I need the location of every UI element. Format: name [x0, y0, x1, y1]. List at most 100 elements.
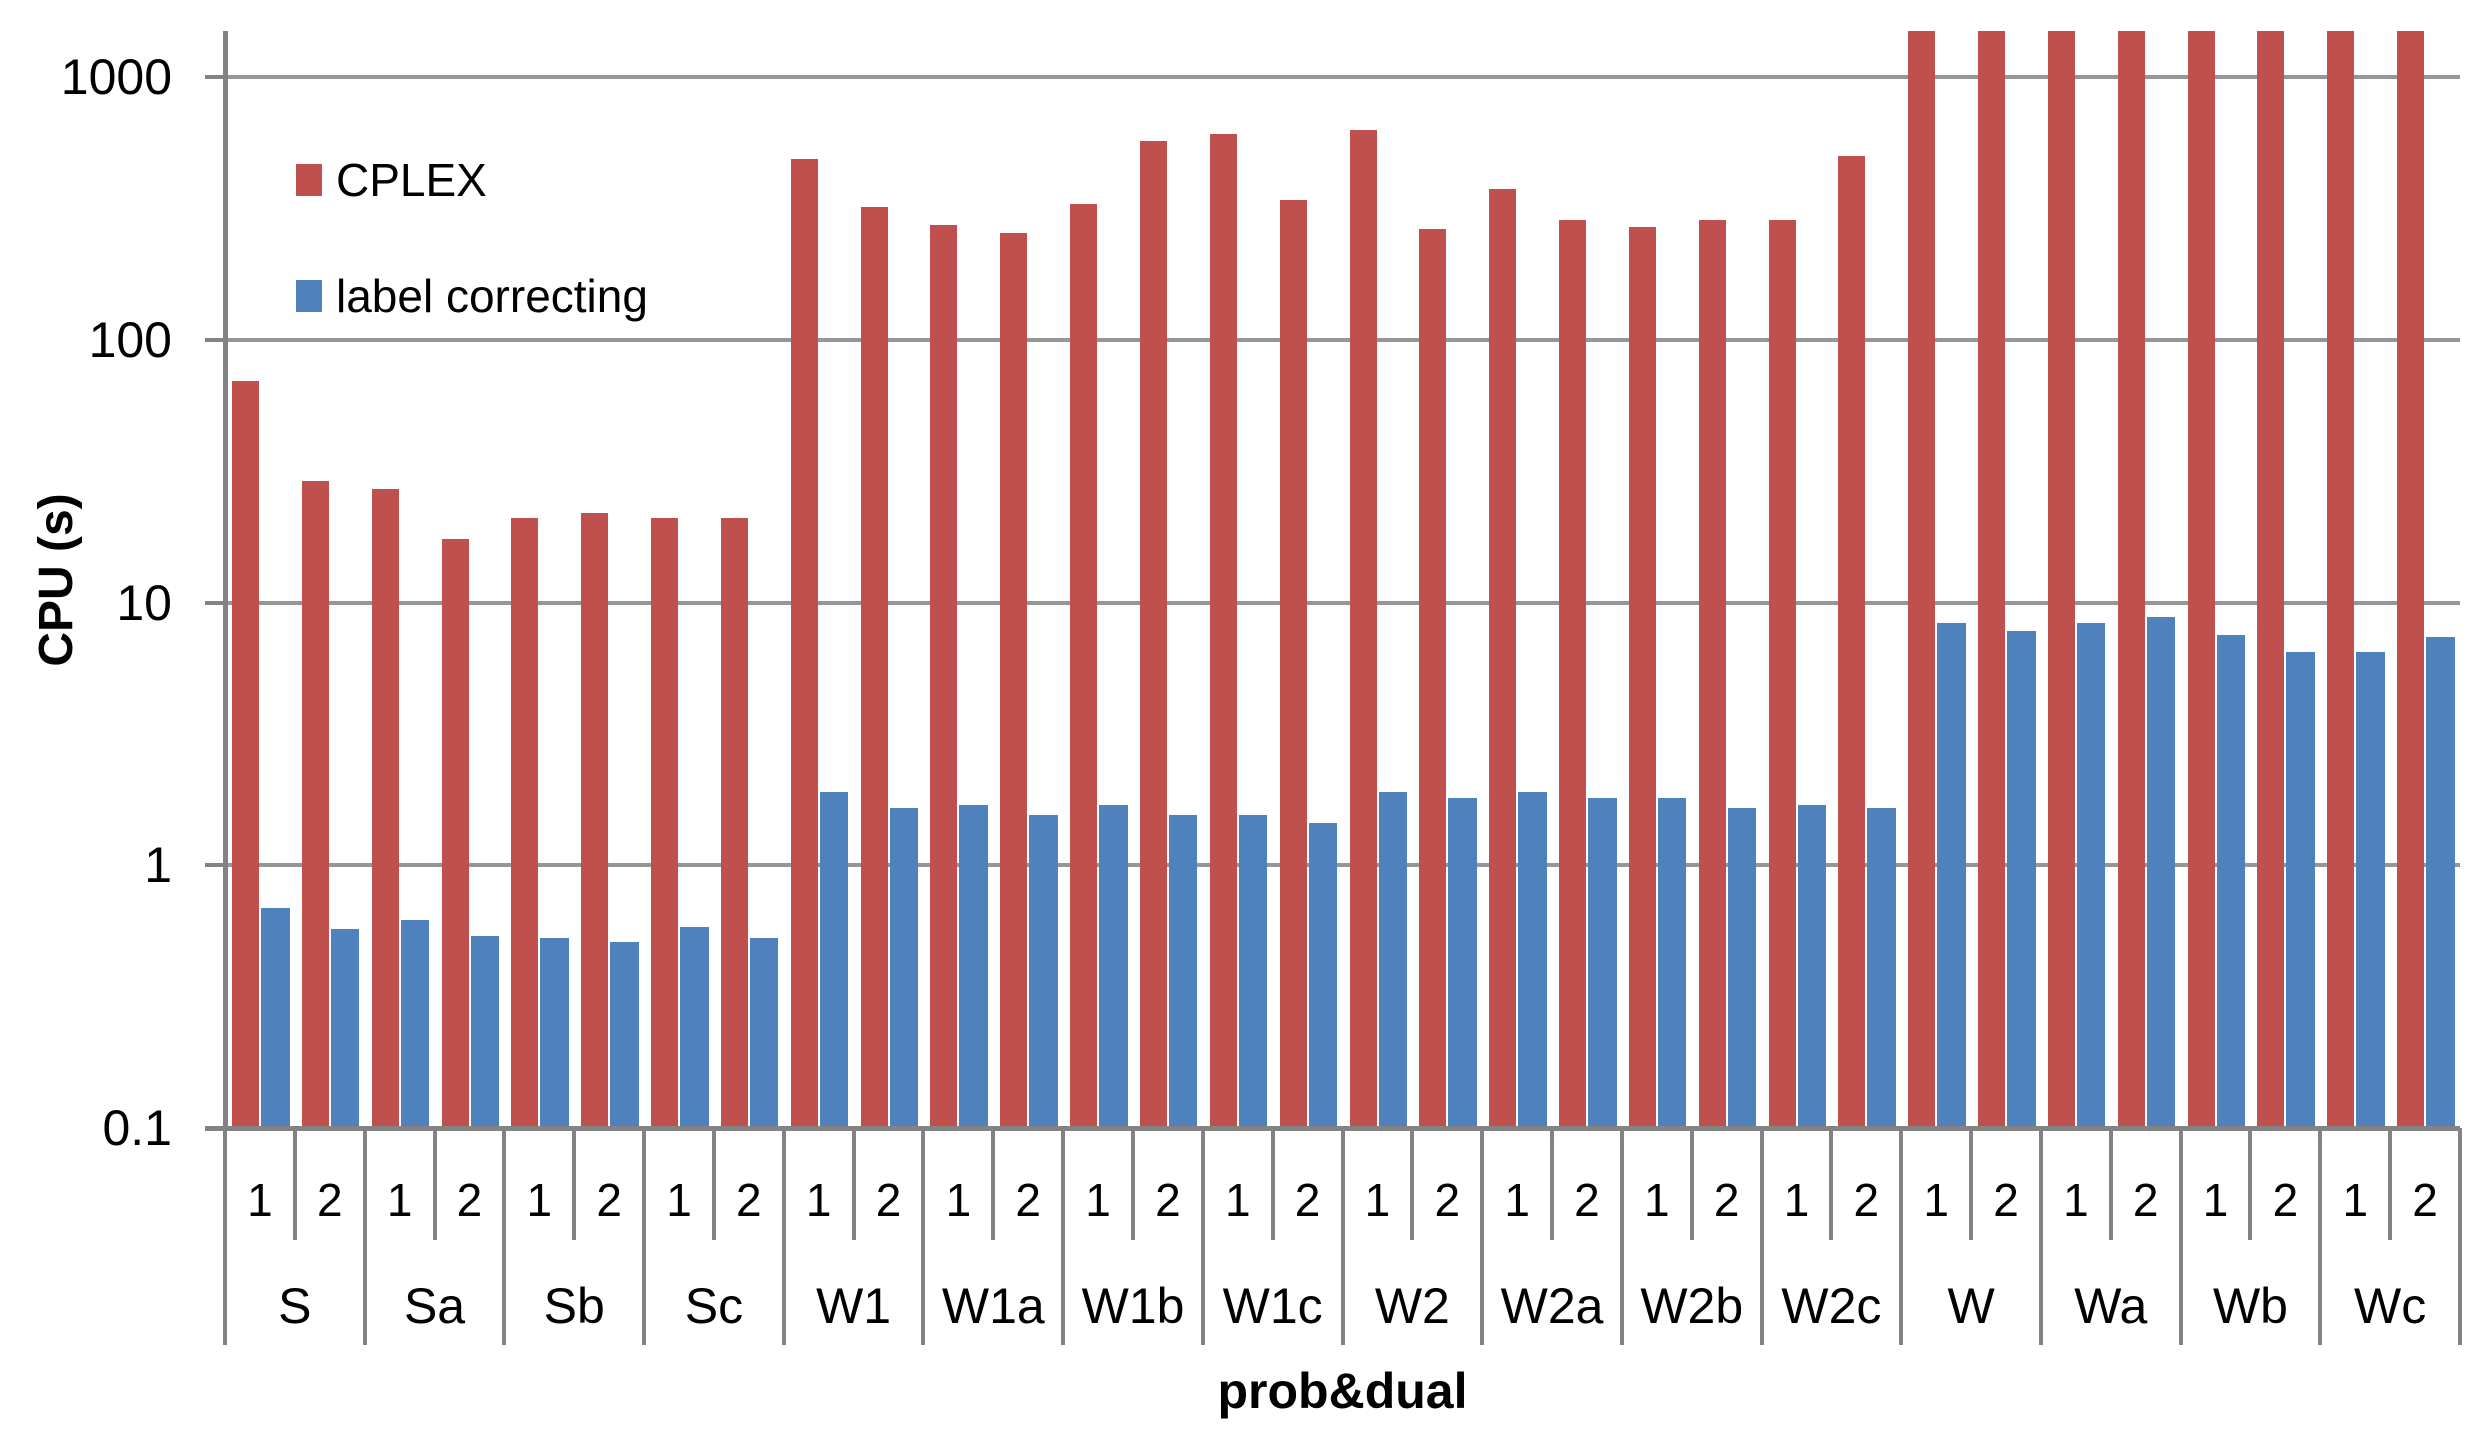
- y-tick-label-0.1: 0.1: [102, 1100, 172, 1156]
- bar-cplex-W1b-2: [1139, 141, 1167, 1128]
- bar-cplex-W2a-1: [1489, 189, 1517, 1128]
- x-sub-label-W1a-1: 1: [945, 1174, 972, 1226]
- bar-label-correcting-W2-1: [1378, 792, 1407, 1128]
- group-divider: [2458, 1128, 2462, 1345]
- x-group-label-W2a: W2a: [1500, 1278, 1604, 1334]
- group-divider: [1480, 1128, 1485, 1345]
- x-sub-label-W1c-2: 2: [1294, 1174, 1321, 1226]
- bar-cplex-W2b-2: [1698, 220, 1726, 1128]
- x-sub-label-W2b-2: 2: [1713, 1174, 1740, 1226]
- bar-label-correcting-Sb-2: [610, 942, 639, 1128]
- x-axis-title: prob&dual: [1217, 1363, 1468, 1419]
- x-sub-label-W2-2: 2: [1434, 1174, 1461, 1226]
- x-sub-label-Sa-1: 1: [386, 1174, 413, 1226]
- group-divider: [223, 1128, 227, 1345]
- bar-cplex-W-1: [1908, 31, 1936, 1128]
- sub-divider: [1130, 1128, 1135, 1240]
- bar-label-correcting-W1-1: [819, 792, 849, 1128]
- sub-divider: [2108, 1128, 2113, 1240]
- group-divider: [1200, 1128, 1205, 1345]
- x-sub-label-W1c-1: 1: [1224, 1174, 1251, 1226]
- bar-label-correcting-W2c-2: [1867, 808, 1896, 1128]
- bar-label-correcting-Sa-1: [400, 919, 430, 1128]
- bar-cplex-W2b-1: [1628, 226, 1656, 1128]
- x-sub-label-W2c-2: 2: [1853, 1174, 1880, 1226]
- bar-cplex-S-2: [301, 481, 329, 1128]
- bar-cplex-Sc-2: [720, 517, 748, 1128]
- bar-cplex-Wa-1: [2047, 31, 2075, 1128]
- bar-cplex-Wc-2: [2397, 31, 2425, 1128]
- bar-label-correcting-W1a-2: [1029, 815, 1058, 1128]
- x-sub-label-Sb-1: 1: [526, 1174, 553, 1226]
- x-sub-label-S-2: 2: [316, 1174, 343, 1226]
- sub-divider: [292, 1128, 297, 1240]
- y-tick-label-10: 10: [116, 574, 172, 631]
- bar-label-correcting-W1c-1: [1238, 815, 1268, 1128]
- group-divider: [1340, 1128, 1345, 1345]
- bar-cplex-Sa-2: [441, 538, 469, 1128]
- group-divider: [502, 1128, 507, 1345]
- x-sub-label-Sa-2: 2: [456, 1174, 483, 1226]
- legend-item-label-correcting: label correcting: [296, 266, 716, 326]
- bar-cplex-Wc-1: [2327, 31, 2355, 1128]
- sub-divider: [1689, 1128, 1694, 1240]
- x-sub-label-W1-2: 2: [875, 1174, 902, 1226]
- x-group-label-W1c: W1c: [1222, 1278, 1323, 1334]
- x-sub-label-Wc-2: 2: [2412, 1174, 2438, 1226]
- x-sub-label-Sc-2: 2: [736, 1174, 762, 1226]
- y-tick-label-1: 1: [144, 837, 172, 894]
- sub-divider: [2248, 1128, 2253, 1240]
- x-group-label-Wb: Wb: [2212, 1278, 2288, 1334]
- bar-label-correcting-Sa-2: [470, 935, 500, 1128]
- x-group-label-S: S: [278, 1278, 312, 1334]
- legend-swatch-cplex-icon: [296, 164, 322, 196]
- bar-label-correcting-W1-2: [889, 808, 919, 1128]
- x-sub-label-W-1: 1: [1923, 1174, 1949, 1226]
- bar-label-correcting-S-1: [261, 907, 290, 1128]
- bar-label-correcting-W-1: [1937, 622, 1966, 1128]
- x-sub-label-W-2: 2: [1993, 1174, 2019, 1226]
- x-sub-label-W1b-2: 2: [1155, 1174, 1181, 1226]
- bar-label-correcting-W1b-2: [1168, 815, 1198, 1128]
- bar-cplex-W1c-2: [1279, 200, 1307, 1128]
- bar-label-correcting-W2a-1: [1518, 792, 1547, 1128]
- x-sub-label-Sc-1: 1: [666, 1174, 692, 1226]
- bar-cplex-Sb-2: [581, 512, 609, 1128]
- gridline-10: [225, 600, 2460, 605]
- x-group-label-Sa: Sa: [403, 1278, 466, 1334]
- legend-label-cplex: CPLEX: [336, 154, 487, 206]
- sub-divider: [1969, 1128, 1974, 1240]
- bar-label-correcting-Sc-2: [749, 937, 779, 1128]
- x-group-label-W1: W1: [816, 1278, 892, 1334]
- x-sub-label-W2a-2: 2: [1574, 1174, 1600, 1226]
- y-axis-line: [223, 31, 228, 1128]
- x-sub-label-W2b-1: 1: [1644, 1174, 1670, 1226]
- bar-label-correcting-W2b-2: [1727, 808, 1757, 1128]
- x-sub-label-S-1: 1: [247, 1174, 273, 1226]
- y-tick-10: [205, 600, 225, 605]
- x-sub-label-Wa-1: 1: [2063, 1174, 2089, 1226]
- bar-cplex-W1c-1: [1209, 133, 1237, 1128]
- bar-label-correcting-S-2: [330, 929, 360, 1128]
- bar-cplex-W2-2: [1419, 228, 1447, 1128]
- x-group-label-Wc: Wc: [2354, 1278, 2427, 1334]
- x-group-label-W2: W2: [1374, 1278, 1450, 1334]
- bar-cplex-Wb-2: [2257, 31, 2285, 1128]
- sub-divider: [851, 1128, 856, 1240]
- x-sub-label-Sb-2: 2: [596, 1174, 622, 1226]
- legend-item-cplex: CPLEX: [296, 150, 716, 210]
- bar-label-correcting-Wa-1: [2076, 622, 2106, 1128]
- bar-cplex-W2c-2: [1838, 156, 1866, 1128]
- bar-label-correcting-W2-2: [1448, 798, 1477, 1128]
- x-group-label-W2b: W2b: [1640, 1278, 1744, 1334]
- bar-cplex-Sa-1: [371, 489, 399, 1128]
- sub-divider: [991, 1128, 996, 1240]
- group-divider: [781, 1128, 786, 1345]
- x-group-label-W2c: W2c: [1781, 1278, 1882, 1334]
- gridline-100: [225, 337, 2460, 342]
- x-group-label-Wa: Wa: [2074, 1278, 2148, 1334]
- bar-label-correcting-W1a-1: [959, 804, 988, 1128]
- bar-label-correcting-W2a-2: [1588, 798, 1617, 1128]
- bar-label-correcting-Wb-2: [2286, 651, 2315, 1128]
- sub-divider: [711, 1128, 716, 1240]
